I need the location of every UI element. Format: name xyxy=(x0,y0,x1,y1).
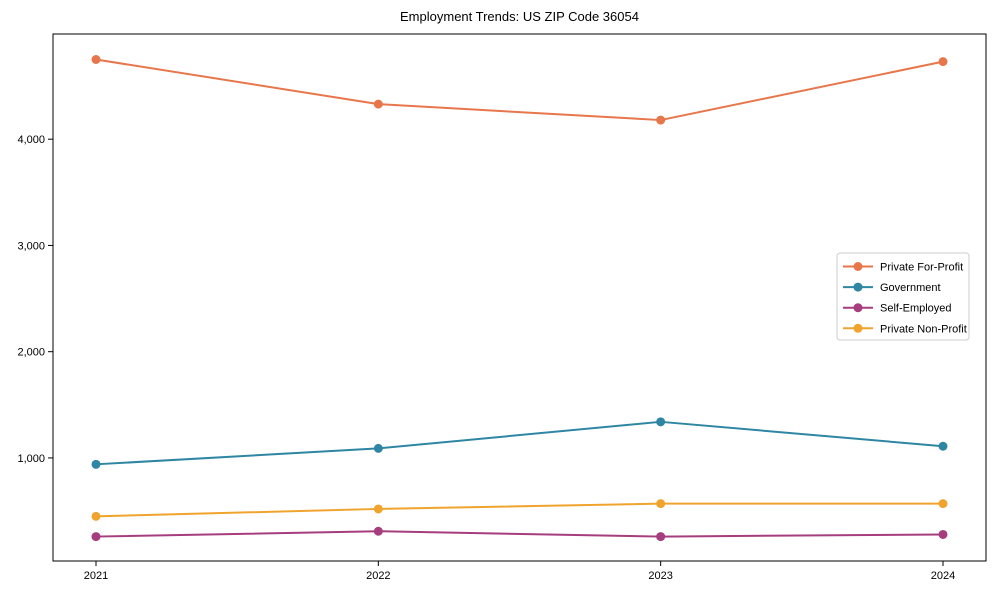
legend: Private For-Profit Government Self-Employe… xyxy=(836,252,970,341)
y-tick-label: 4,000 xyxy=(17,134,45,146)
data-point xyxy=(373,99,383,109)
series-private-for-profit xyxy=(91,55,948,125)
legend-label: Self-Employed xyxy=(880,303,952,315)
legend-label: Private For-Profit xyxy=(880,262,963,274)
series-line xyxy=(95,502,943,518)
legend-box xyxy=(836,252,970,341)
series-private-non-profit xyxy=(91,499,948,521)
data-point xyxy=(373,526,383,536)
x-tick-label: 2021 xyxy=(84,570,108,582)
legend-item-self-employed: Self-Employed xyxy=(843,303,952,315)
data-point xyxy=(938,499,948,509)
y-tick-label: 2,000 xyxy=(17,347,45,359)
legend-marker xyxy=(853,323,863,333)
data-point xyxy=(938,57,948,67)
data-point xyxy=(656,417,666,427)
data-point xyxy=(91,532,101,542)
y-tick-label: 1,000 xyxy=(17,453,45,465)
legend-item-private-for-profit: Private For-Profit xyxy=(843,262,963,274)
y-tick-label: 3,000 xyxy=(17,240,45,252)
series-self-employed xyxy=(91,526,948,542)
legend-marker xyxy=(853,303,863,313)
legend-item-government: Government xyxy=(843,282,941,294)
data-point xyxy=(373,443,383,453)
data-point xyxy=(91,511,101,521)
legend-marker xyxy=(853,262,863,271)
data-point xyxy=(91,459,101,469)
plot-border xyxy=(52,33,987,562)
chart-title: Employment Trends: US ZIP Code 36054 xyxy=(400,9,639,24)
legend-label: Private Non-Profit xyxy=(880,323,967,335)
data-point xyxy=(373,504,383,514)
data-point xyxy=(656,499,666,509)
series-line xyxy=(95,420,944,466)
x-tick-label: 2022 xyxy=(366,570,390,582)
data-point xyxy=(656,115,666,125)
data-point xyxy=(91,55,101,64)
legend-item-private-non-profit: Private Non-Profit xyxy=(843,323,967,335)
series-government xyxy=(91,417,948,469)
x-tick-label: 2023 xyxy=(648,570,672,582)
data-point xyxy=(938,529,948,539)
legend-label: Government xyxy=(880,282,941,294)
legend-marker xyxy=(853,282,863,292)
data-point xyxy=(938,441,948,451)
series-line xyxy=(95,530,944,538)
x-tick-label: 2024 xyxy=(931,570,955,582)
data-point xyxy=(656,532,666,542)
series-line xyxy=(95,58,944,122)
